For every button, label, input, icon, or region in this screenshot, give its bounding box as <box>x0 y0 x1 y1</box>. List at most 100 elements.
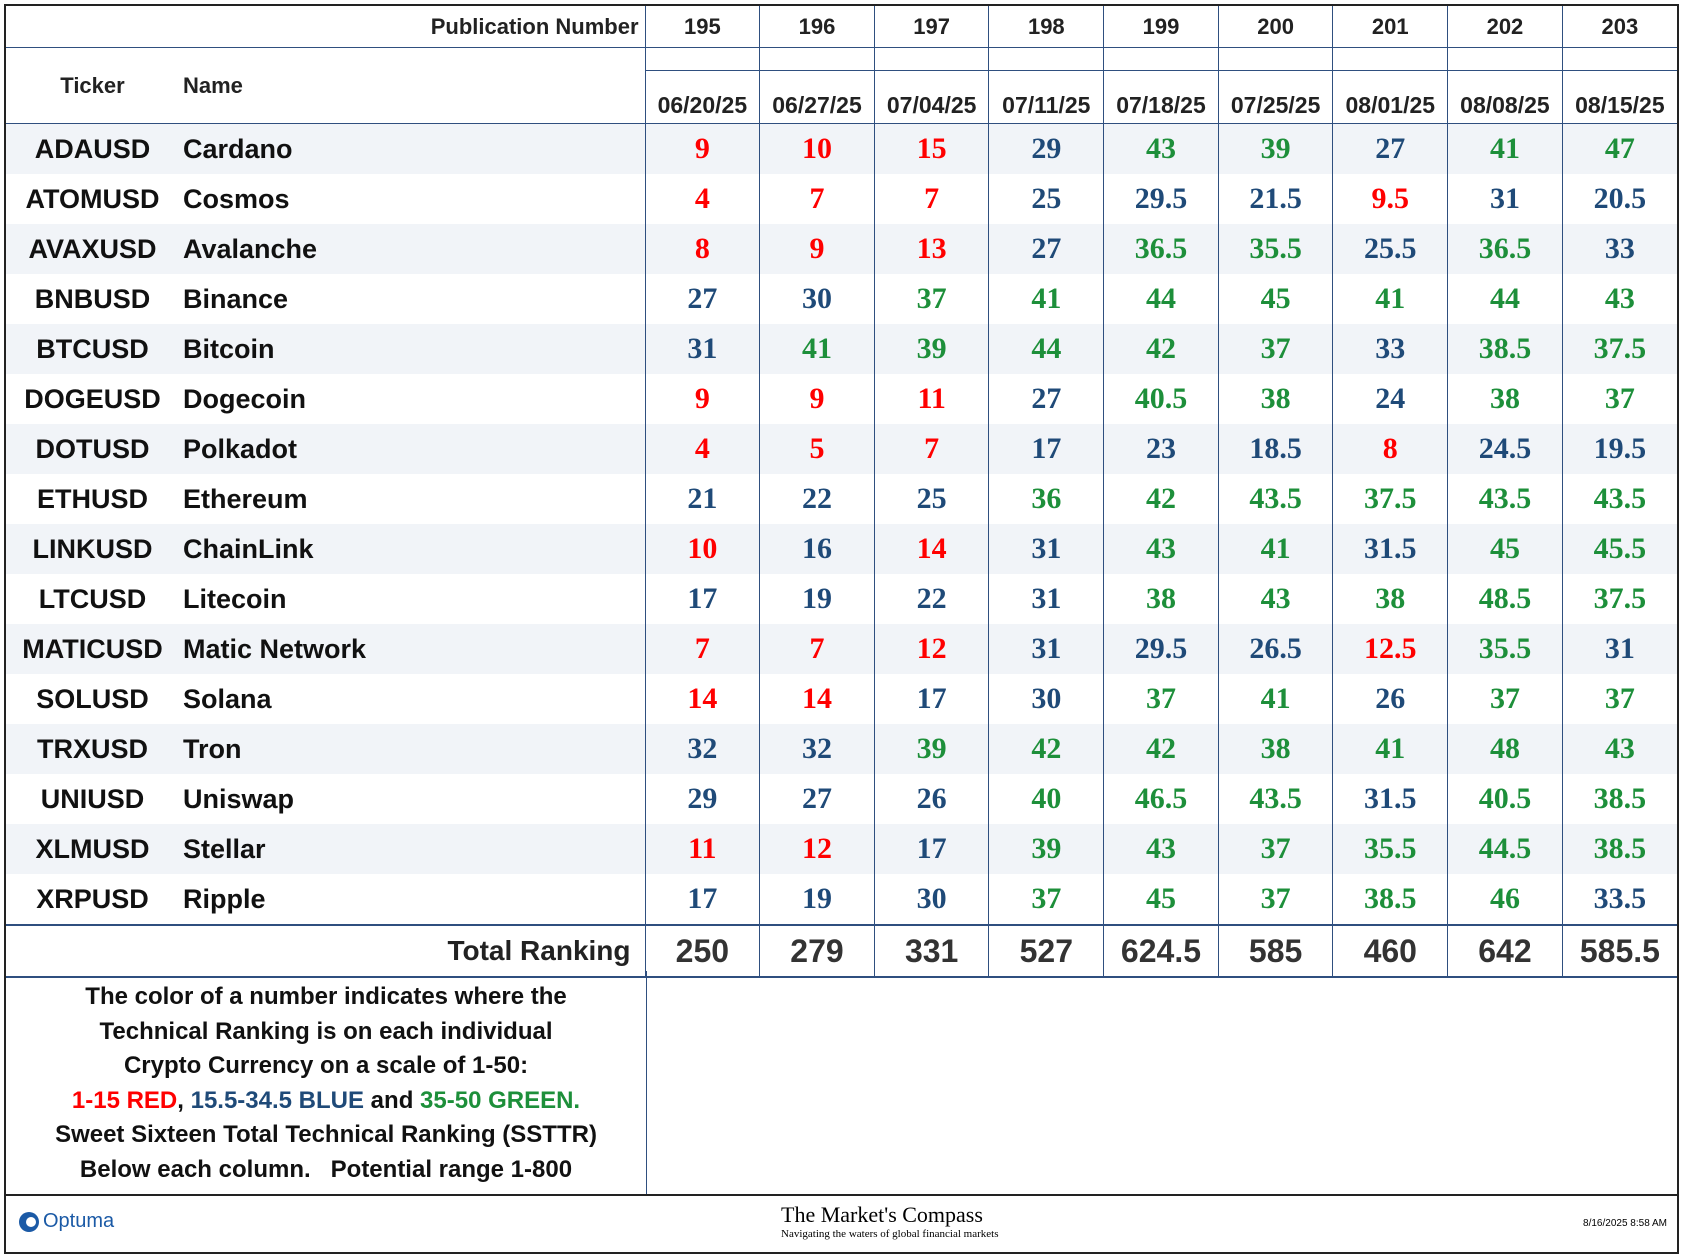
publication-number: 198 <box>988 6 1104 48</box>
publication-label: Publication Number <box>6 6 646 48</box>
rank-value: 9.5 <box>1332 174 1448 224</box>
spacer <box>1217 47 1333 71</box>
footer: Optuma The Market's Compass Navigating th… <box>6 1194 1677 1252</box>
publication-number: 199 <box>1103 6 1219 48</box>
spacer <box>1332 47 1448 71</box>
coin-name: Polkadot <box>179 424 646 474</box>
rank-value: 31 <box>988 574 1104 624</box>
rank-value: 43 <box>1103 123 1219 174</box>
total-value: 585.5 <box>1561 924 1677 978</box>
data-row: ATOMUSD Cosmos 4 7 7 25 29.5 21.5 9.5 31 20.5 <box>6 174 1677 224</box>
rank-value: 14 <box>644 674 760 724</box>
rank-value: 23 <box>1103 424 1219 474</box>
rank-value: 45.5 <box>1561 524 1677 574</box>
rank-value: 43.5 <box>1217 774 1333 824</box>
rank-value: 21.5 <box>1217 174 1333 224</box>
spacer <box>1103 47 1219 71</box>
rank-value: 42 <box>1103 324 1219 374</box>
rank-value: 21 <box>644 474 760 524</box>
rank-value: 7 <box>644 624 760 674</box>
total-value: 250 <box>644 924 760 978</box>
rank-value: 38 <box>1217 374 1333 424</box>
logo-icon <box>19 1211 39 1232</box>
logo-text: Optuma <box>43 1210 115 1232</box>
ranking-sheet: Publication Number 195 196 197 198 199 200 201 2… <box>4 4 1679 1254</box>
rank-value: 29 <box>644 774 760 824</box>
ticker: SOLUSD <box>36 683 149 714</box>
rank-value: 42 <box>1103 474 1219 524</box>
ticker-label: Ticker <box>6 47 179 124</box>
coin-name: Cosmos <box>183 183 290 214</box>
rank-value: 24 <box>1332 374 1448 424</box>
rank-value: 43.5 <box>1561 474 1677 524</box>
brand-title: The Market's Compass <box>781 1202 983 1227</box>
name-label: Name <box>179 47 646 124</box>
data-row: ETHUSD Ethereum 21 22 25 36 42 43.5 37.5 43.5 43.5 <box>6 474 1677 524</box>
rank-value: 31 <box>988 624 1104 674</box>
rank-value: 5 <box>759 424 875 474</box>
rank-value: 41 <box>988 274 1104 324</box>
ticker: DOTUSD <box>6 424 179 474</box>
rank-value: 44 <box>1103 274 1219 324</box>
data-row: SOLUSD Solana 14 14 17 30 37 41 26 37 37 <box>6 674 1677 724</box>
coin-name: Ripple <box>183 883 266 914</box>
rank-value: 37 <box>1217 324 1333 374</box>
publication-number: 196 <box>759 6 875 48</box>
rank-value: 35.5 <box>1447 624 1563 674</box>
data-row: AVAXUSD Avalanche 8 9 13 27 36.5 35.5 25.5 36.5 33 <box>6 224 1677 274</box>
rank-value: 31 <box>1447 174 1563 224</box>
rank-value: 31 <box>988 524 1104 574</box>
rank-value: 7 <box>873 424 989 474</box>
scale-part: , <box>177 1086 191 1114</box>
spacer <box>1447 47 1563 71</box>
rank-value: 46 <box>1447 874 1563 925</box>
rank-value: 22 <box>873 574 989 624</box>
spacer <box>988 47 1104 71</box>
data-row: DOGEUSD Dogecoin 9 9 11 27 40.5 38 24 38 37 <box>6 374 1677 424</box>
data-row: BTCUSD Bitcoin 31 41 39 44 42 37 33 38.5 37.5 <box>6 324 1677 374</box>
rank-value: 27 <box>1332 123 1448 174</box>
rank-value: 38.5 <box>1447 324 1563 374</box>
rank-value: 13 <box>873 224 989 274</box>
rank-value: 37.5 <box>1561 324 1677 374</box>
rank-value: 25 <box>988 174 1104 224</box>
rank-value: 14 <box>873 524 989 574</box>
rank-value: 41 <box>1332 274 1448 324</box>
note-line: Crypto Currency on a scale of 1-50: <box>123 1052 529 1079</box>
ticker: MATICUSD <box>6 624 179 674</box>
rank-value: 19.5 <box>1561 424 1677 474</box>
coin-name: Cardano <box>179 123 646 174</box>
header-row: Ticker Name <box>6 47 1677 124</box>
rank-value: 35.5 <box>1217 224 1333 274</box>
rank-value: 18.5 <box>1217 424 1333 474</box>
ticker: XLMUSD <box>6 824 179 874</box>
rank-value: 40 <box>988 774 1104 824</box>
date: 07/25/25 <box>1217 70 1333 124</box>
rank-value: 35.5 <box>1332 824 1448 874</box>
header-row: Publication Number 195 196 197 198 199 200 201 2… <box>6 6 1677 48</box>
data-row: XRPUSD Ripple 17 19 30 37 45 37 38.5 46 33.5 <box>6 874 1677 925</box>
coin-name: Dogecoin <box>183 383 307 414</box>
rank-value: 38 <box>1217 724 1333 774</box>
rank-value: 9 <box>759 224 875 274</box>
rank-value: 44.5 <box>1447 824 1563 874</box>
rank-value: 29.5 <box>1103 174 1219 224</box>
coin-name: Binance <box>183 283 289 314</box>
rank-value: 9 <box>644 374 760 424</box>
spacer <box>873 47 989 71</box>
note-line: Below each column. Potential range 1-800 <box>79 1155 573 1183</box>
publication-number: 197 <box>873 6 989 48</box>
rank-value: 17 <box>644 574 760 624</box>
rank-value: 26.5 <box>1217 624 1333 674</box>
coin-name: Avalanche <box>179 224 646 274</box>
coin-name: Uniswap <box>183 783 295 814</box>
coin-name: ChainLink <box>179 524 646 574</box>
rank-value: 30 <box>873 874 989 925</box>
coin-name: Solana <box>183 683 272 714</box>
coin-name: Tron <box>179 724 646 774</box>
rank-value: 19 <box>759 874 875 925</box>
rank-value: 16 <box>759 524 875 574</box>
spacer <box>644 47 760 71</box>
rank-value: 17 <box>988 424 1104 474</box>
total-value: 527 <box>988 924 1104 978</box>
